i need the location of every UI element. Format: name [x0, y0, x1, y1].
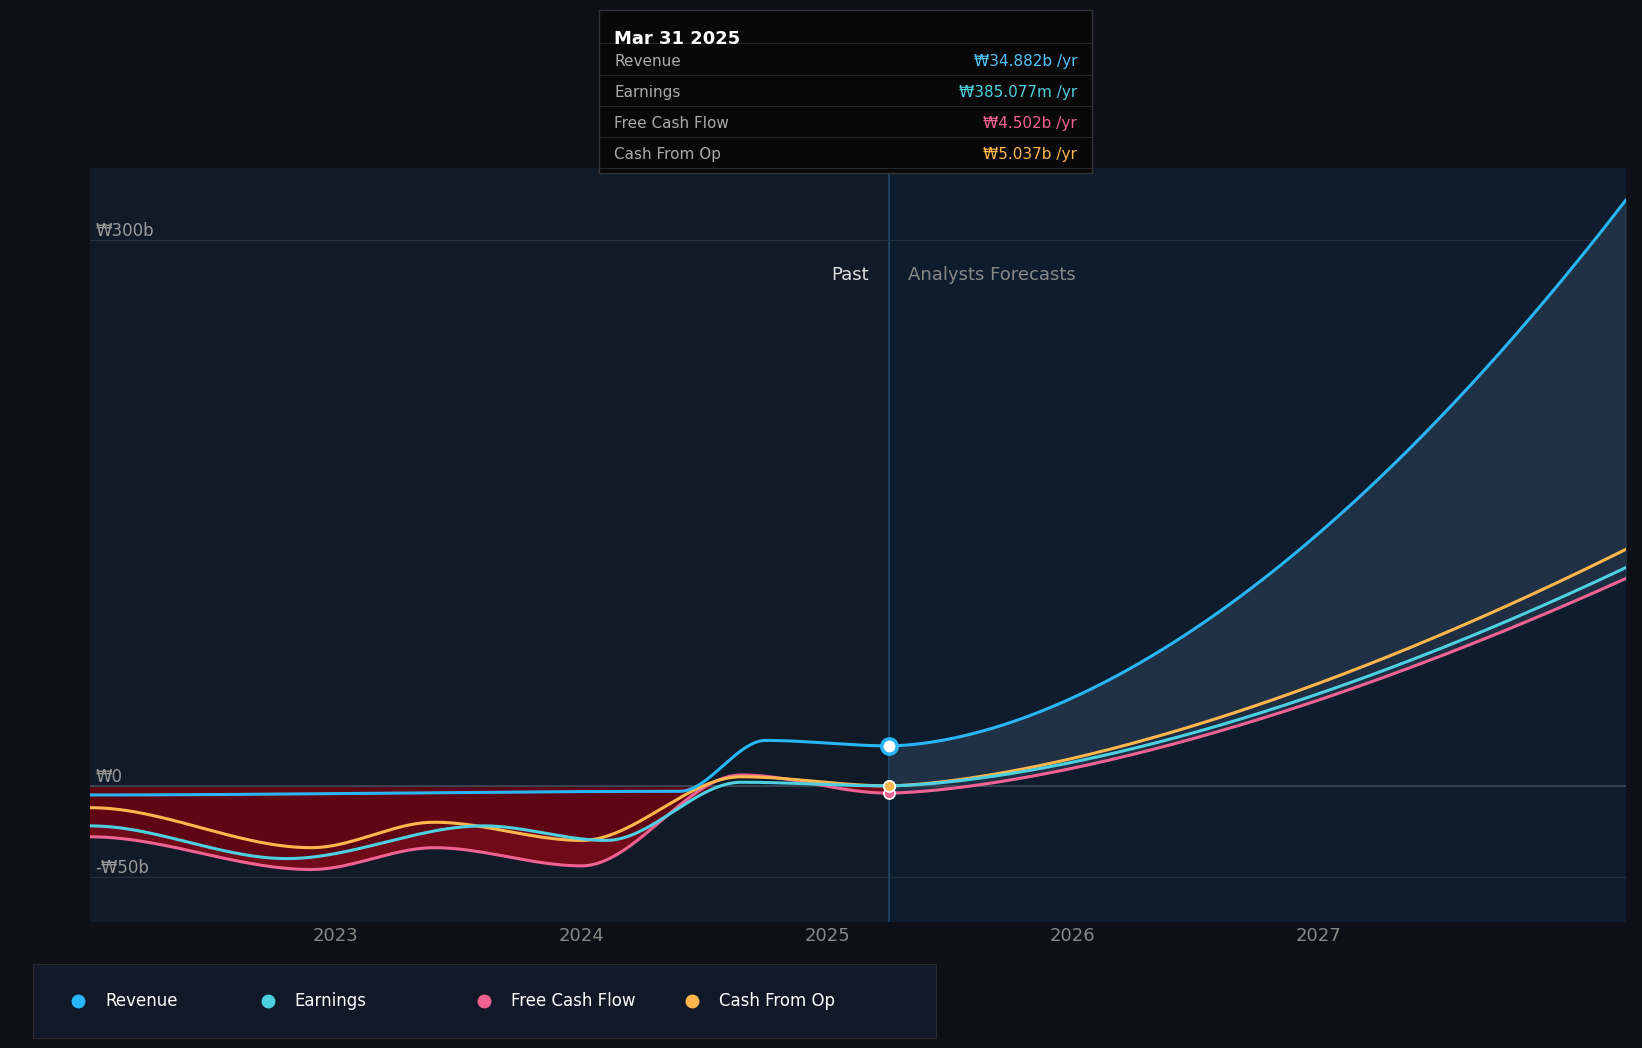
- Text: Earnings: Earnings: [614, 85, 680, 101]
- Bar: [888, 168, 1626, 922]
- Text: ₩0: ₩0: [95, 768, 122, 786]
- Text: ₩4.502b /yr: ₩4.502b /yr: [984, 116, 1077, 131]
- Text: ₩300b: ₩300b: [95, 222, 154, 240]
- Text: Free Cash Flow: Free Cash Flow: [512, 991, 635, 1010]
- Text: ₩5.037b /yr: ₩5.037b /yr: [984, 147, 1077, 162]
- Text: ₩34.882b /yr: ₩34.882b /yr: [974, 54, 1077, 69]
- Text: Analysts Forecasts: Analysts Forecasts: [908, 266, 1076, 284]
- Text: Cash From Op: Cash From Op: [719, 991, 836, 1010]
- Text: Past: Past: [831, 266, 869, 284]
- Text: Earnings: Earnings: [296, 991, 366, 1010]
- Bar: [90, 168, 888, 922]
- Text: ₩385.077m /yr: ₩385.077m /yr: [959, 85, 1077, 101]
- Text: -₩50b: -₩50b: [95, 858, 149, 877]
- Text: Revenue: Revenue: [105, 991, 177, 1010]
- Text: Cash From Op: Cash From Op: [614, 147, 721, 162]
- Text: Mar 31 2025: Mar 31 2025: [614, 30, 741, 48]
- Text: Free Cash Flow: Free Cash Flow: [614, 116, 729, 131]
- Text: Revenue: Revenue: [614, 54, 681, 69]
